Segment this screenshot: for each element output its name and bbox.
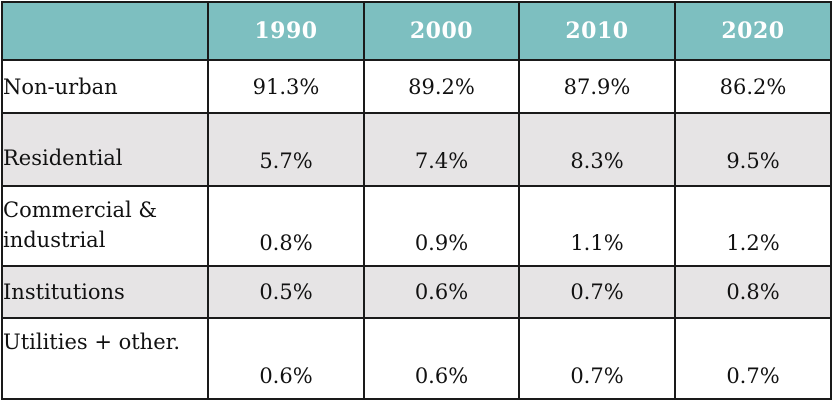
column-header-2010: 2010 [518,1,676,61]
row-label-utilities-other: Utilities + other. [1,317,209,400]
cell-institutions-1990: 0.5% [207,265,365,319]
table-row-institutions: Institutions 0.5% 0.6% 0.7% 0.8% [1,265,832,319]
cell-residential-1990: 5.7% [207,112,365,187]
cell-commercial-industrial-2010: 1.1% [518,185,676,267]
cell-commercial-industrial-2000: 0.9% [363,185,520,267]
cell-non-urban-2020: 86.2% [674,59,832,114]
cell-utilities-other-2000: 0.6% [363,317,520,400]
cell-non-urban-1990: 91.3% [207,59,365,114]
cell-institutions-2000: 0.6% [363,265,520,319]
cell-residential-2020: 9.5% [674,112,832,187]
cell-commercial-industrial-2020: 1.2% [674,185,832,267]
column-header-2000: 2000 [363,1,520,61]
column-header-1990: 1990 [207,1,365,61]
column-header-2020: 2020 [674,1,832,61]
cell-utilities-other-2010: 0.7% [518,317,676,400]
cell-commercial-industrial-1990: 0.8% [207,185,365,267]
cell-residential-2010: 8.3% [518,112,676,187]
table-row-commercial-industrial: Commercial & industrial 0.8% 0.9% 1.1% 1… [1,185,832,267]
cell-residential-2000: 7.4% [363,112,520,187]
row-label-commercial-industrial: Commercial & industrial [1,185,209,267]
cell-utilities-other-2020: 0.7% [674,317,832,400]
header-corner-cell [1,1,209,61]
cell-institutions-2020: 0.8% [674,265,832,319]
row-label-residential: Residential [1,112,209,187]
cell-utilities-other-1990: 0.6% [207,317,365,400]
cell-non-urban-2010: 87.9% [518,59,676,114]
row-label-institutions: Institutions [1,265,209,319]
cell-non-urban-2000: 89.2% [363,59,520,114]
header-row: 1990 2000 2010 2020 [1,1,832,61]
row-label-non-urban: Non-urban [1,59,209,114]
table-row-residential: Residential 5.7% 7.4% 8.3% 9.5% [1,112,832,187]
table-row-non-urban: Non-urban 91.3% 89.2% 87.9% 86.2% [1,59,832,114]
cell-institutions-2010: 0.7% [518,265,676,319]
table-row-utilities-other: Utilities + other. 0.6% 0.6% 0.7% 0.7% [1,317,832,400]
